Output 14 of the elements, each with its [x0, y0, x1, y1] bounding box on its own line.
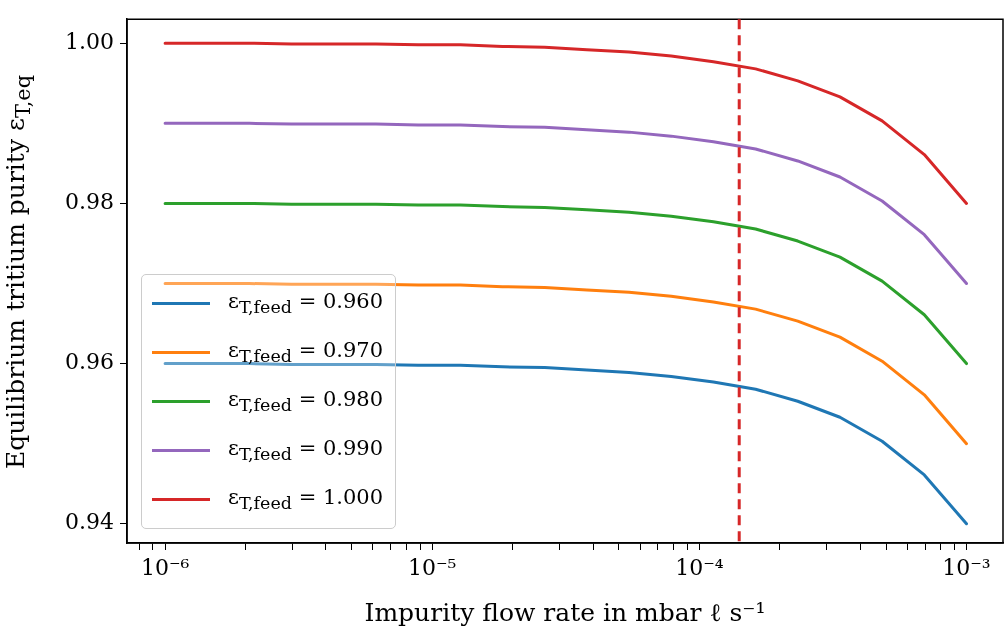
- legend-label: ε$_{T,feed}$ = 0.960: [228, 289, 384, 318]
- x-tick-label: 10⁻⁴: [675, 554, 724, 580]
- legend-label: ε$_{T,feed}$ = 0.970: [228, 338, 384, 367]
- y-tick-label: 0.98: [65, 189, 114, 215]
- legend-label: ε$_{T,feed}$ = 1.000: [228, 485, 384, 514]
- x-tick-label: 10⁻³: [942, 554, 991, 580]
- y-tick-label: 1.00: [65, 28, 114, 54]
- y-tick-label: 0.94: [65, 509, 114, 535]
- x-axis-title: Impurity flow rate in mbar ℓ s⁻¹: [363, 598, 767, 627]
- legend-label: ε$_{T,feed}$ = 0.980: [228, 387, 384, 416]
- x-tick-label: 10⁻⁵: [408, 554, 457, 580]
- y-tick-label: 0.96: [65, 349, 114, 375]
- legend-label: ε$_{T,feed}$ = 0.990: [228, 436, 384, 465]
- x-tick-label: 10⁻⁶: [140, 554, 190, 580]
